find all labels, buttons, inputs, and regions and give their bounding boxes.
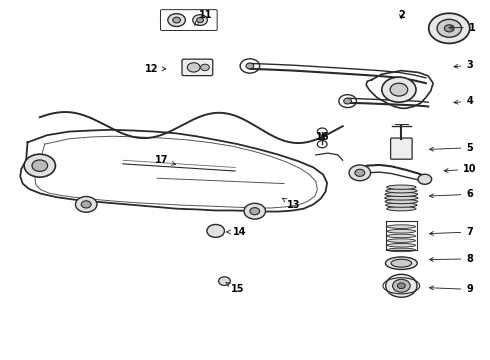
Circle shape: [382, 77, 416, 102]
Text: 3: 3: [454, 60, 473, 70]
Circle shape: [32, 160, 48, 171]
FancyBboxPatch shape: [182, 59, 213, 76]
Circle shape: [429, 13, 470, 43]
Ellipse shape: [387, 239, 416, 242]
Circle shape: [219, 277, 230, 285]
Ellipse shape: [391, 259, 412, 267]
Circle shape: [349, 165, 370, 181]
Text: 7: 7: [430, 227, 473, 237]
Text: 10: 10: [444, 164, 476, 174]
Ellipse shape: [386, 257, 417, 270]
Text: 6: 6: [430, 189, 473, 199]
Text: 13: 13: [282, 198, 300, 210]
Circle shape: [187, 63, 200, 72]
Circle shape: [250, 208, 260, 215]
Ellipse shape: [385, 199, 417, 204]
Text: 8: 8: [430, 254, 473, 264]
Circle shape: [437, 19, 462, 37]
Ellipse shape: [387, 225, 416, 228]
Ellipse shape: [386, 189, 417, 193]
Circle shape: [207, 225, 224, 237]
Circle shape: [390, 83, 408, 96]
Circle shape: [196, 18, 203, 23]
Text: 16: 16: [317, 132, 330, 142]
Ellipse shape: [385, 196, 418, 200]
Ellipse shape: [385, 192, 417, 197]
Ellipse shape: [387, 207, 416, 211]
Circle shape: [444, 25, 454, 32]
Circle shape: [81, 201, 91, 208]
Circle shape: [24, 154, 55, 177]
Circle shape: [193, 15, 207, 26]
Text: 15: 15: [226, 282, 245, 294]
Circle shape: [355, 169, 365, 176]
Circle shape: [244, 203, 266, 219]
Text: 1: 1: [449, 23, 476, 33]
Circle shape: [397, 283, 405, 289]
Circle shape: [75, 197, 97, 212]
Ellipse shape: [387, 185, 416, 189]
Circle shape: [246, 63, 254, 69]
Text: 2: 2: [398, 10, 405, 20]
Text: 17: 17: [155, 155, 175, 165]
Circle shape: [172, 17, 180, 23]
Text: 14: 14: [227, 227, 247, 237]
Text: 12: 12: [146, 64, 166, 74]
Ellipse shape: [387, 248, 416, 252]
Circle shape: [418, 174, 432, 184]
Circle shape: [168, 14, 185, 27]
Circle shape: [386, 274, 417, 297]
Circle shape: [343, 98, 351, 104]
Text: 5: 5: [430, 143, 473, 153]
Ellipse shape: [387, 243, 416, 247]
Ellipse shape: [387, 229, 416, 233]
Ellipse shape: [386, 203, 417, 207]
Text: 9: 9: [430, 284, 473, 294]
FancyBboxPatch shape: [391, 138, 412, 159]
Ellipse shape: [387, 234, 416, 238]
Circle shape: [200, 64, 209, 71]
Circle shape: [392, 279, 410, 292]
Text: 11: 11: [195, 10, 213, 25]
Text: 4: 4: [454, 96, 473, 106]
